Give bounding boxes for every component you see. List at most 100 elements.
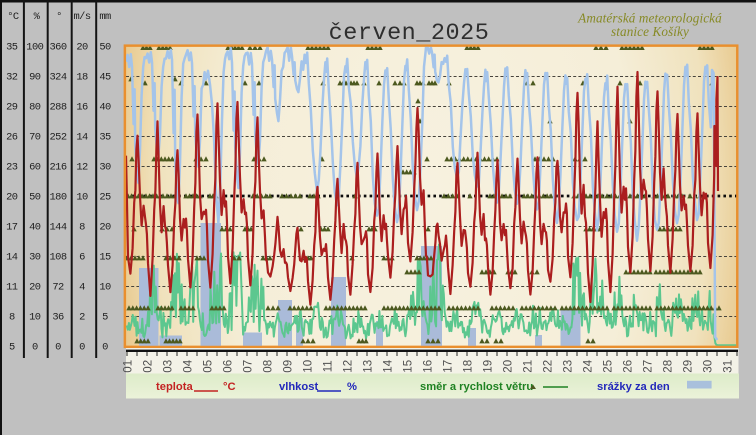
svg-text:23: 23 bbox=[6, 162, 18, 174]
svg-text:03: 03 bbox=[163, 360, 175, 373]
svg-text:20: 20 bbox=[76, 42, 88, 54]
svg-text:0: 0 bbox=[55, 342, 61, 354]
svg-text:216: 216 bbox=[49, 162, 66, 174]
svg-text:°: ° bbox=[56, 11, 62, 23]
svg-text:04: 04 bbox=[183, 359, 195, 372]
svg-text:24: 24 bbox=[583, 359, 595, 372]
svg-text:16: 16 bbox=[76, 102, 88, 114]
svg-text:stanice Košíky: stanice Košíky bbox=[611, 24, 689, 39]
svg-text:02: 02 bbox=[143, 360, 155, 373]
svg-text:70: 70 bbox=[29, 132, 41, 144]
svg-text:18: 18 bbox=[76, 72, 88, 84]
svg-text:29: 29 bbox=[683, 360, 695, 373]
svg-text:20: 20 bbox=[99, 222, 111, 234]
svg-text:%: % bbox=[34, 11, 41, 23]
svg-text:8: 8 bbox=[79, 222, 85, 234]
svg-text:324: 324 bbox=[49, 72, 66, 84]
svg-text:2: 2 bbox=[79, 312, 85, 324]
svg-text:05: 05 bbox=[203, 360, 215, 373]
svg-text:10: 10 bbox=[29, 312, 41, 324]
svg-text:0: 0 bbox=[79, 342, 85, 354]
svg-text:18: 18 bbox=[463, 360, 475, 373]
svg-text:15: 15 bbox=[99, 252, 111, 264]
svg-text:10: 10 bbox=[76, 192, 88, 204]
svg-text:15: 15 bbox=[403, 360, 415, 373]
svg-text:20: 20 bbox=[29, 282, 41, 294]
svg-text:10: 10 bbox=[303, 360, 315, 373]
svg-text:11: 11 bbox=[323, 360, 335, 372]
svg-text:10: 10 bbox=[99, 282, 111, 294]
svg-text:50: 50 bbox=[99, 42, 111, 54]
svg-text:60: 60 bbox=[29, 162, 41, 174]
svg-text:°C: °C bbox=[223, 381, 236, 393]
svg-text:27: 27 bbox=[643, 360, 655, 373]
svg-text:28: 28 bbox=[663, 360, 675, 373]
svg-text:°C: °C bbox=[7, 11, 19, 23]
svg-text:8: 8 bbox=[9, 312, 15, 324]
svg-text:5: 5 bbox=[102, 312, 108, 324]
svg-text:20: 20 bbox=[503, 360, 515, 373]
svg-text:30: 30 bbox=[703, 360, 715, 373]
svg-text:srážky za den: srážky za den bbox=[597, 381, 670, 393]
svg-text:mm: mm bbox=[99, 11, 111, 23]
svg-text:0: 0 bbox=[32, 342, 38, 354]
svg-text:01: 01 bbox=[123, 360, 135, 373]
svg-text:35: 35 bbox=[99, 132, 111, 144]
svg-text:červen_2025: červen_2025 bbox=[329, 20, 490, 47]
svg-text:směr a rychlost větru: směr a rychlost větru bbox=[420, 381, 533, 393]
svg-text:32: 32 bbox=[6, 72, 18, 84]
svg-text:09: 09 bbox=[283, 360, 295, 373]
svg-text:16: 16 bbox=[423, 360, 435, 373]
svg-text:144: 144 bbox=[49, 222, 66, 234]
svg-text:06: 06 bbox=[223, 360, 235, 373]
svg-text:25: 25 bbox=[99, 192, 111, 204]
svg-text:12: 12 bbox=[76, 162, 88, 174]
svg-text:12: 12 bbox=[343, 360, 355, 373]
svg-text:vlhkost: vlhkost bbox=[279, 381, 318, 393]
svg-text:180: 180 bbox=[49, 192, 66, 204]
svg-text:23: 23 bbox=[563, 360, 575, 373]
svg-text:40: 40 bbox=[99, 102, 111, 114]
svg-text:teplota: teplota bbox=[156, 381, 193, 393]
svg-text:%: % bbox=[347, 381, 357, 393]
svg-text:5: 5 bbox=[9, 342, 15, 354]
svg-text:26: 26 bbox=[6, 132, 18, 144]
svg-text:17: 17 bbox=[443, 360, 455, 373]
svg-text:14: 14 bbox=[76, 132, 88, 144]
svg-text:0: 0 bbox=[102, 342, 108, 354]
svg-text:08: 08 bbox=[263, 360, 275, 373]
svg-text:30: 30 bbox=[29, 252, 41, 264]
svg-text:360: 360 bbox=[49, 42, 66, 54]
svg-text:20: 20 bbox=[6, 192, 18, 204]
svg-text:108: 108 bbox=[49, 252, 66, 264]
svg-text:29: 29 bbox=[6, 102, 18, 114]
svg-text:22: 22 bbox=[543, 360, 555, 373]
svg-text:25: 25 bbox=[603, 360, 615, 373]
svg-text:35: 35 bbox=[6, 42, 18, 54]
svg-text:30: 30 bbox=[99, 162, 111, 174]
svg-text:Amatérská meteorologická: Amatérská meteorologická bbox=[577, 11, 722, 26]
svg-text:m/s: m/s bbox=[73, 11, 90, 23]
svg-text:40: 40 bbox=[29, 222, 41, 234]
svg-text:50: 50 bbox=[29, 192, 41, 204]
svg-text:31: 31 bbox=[723, 360, 735, 373]
svg-text:19: 19 bbox=[483, 360, 495, 373]
svg-text:14: 14 bbox=[6, 252, 18, 264]
svg-text:36: 36 bbox=[52, 312, 64, 324]
svg-text:252: 252 bbox=[49, 132, 66, 144]
svg-text:21: 21 bbox=[523, 360, 535, 373]
svg-text:45: 45 bbox=[99, 72, 111, 84]
svg-text:72: 72 bbox=[52, 282, 64, 294]
svg-text:6: 6 bbox=[79, 252, 85, 264]
svg-text:07: 07 bbox=[243, 360, 255, 373]
svg-text:14: 14 bbox=[383, 359, 395, 372]
svg-text:80: 80 bbox=[29, 102, 41, 114]
svg-text:100: 100 bbox=[26, 42, 43, 54]
svg-text:26: 26 bbox=[623, 360, 635, 373]
svg-text:288: 288 bbox=[49, 102, 66, 114]
svg-text:17: 17 bbox=[6, 222, 18, 234]
svg-text:13: 13 bbox=[363, 360, 375, 373]
svg-text:11: 11 bbox=[6, 282, 18, 294]
svg-text:90: 90 bbox=[29, 72, 41, 84]
svg-text:4: 4 bbox=[79, 282, 85, 294]
